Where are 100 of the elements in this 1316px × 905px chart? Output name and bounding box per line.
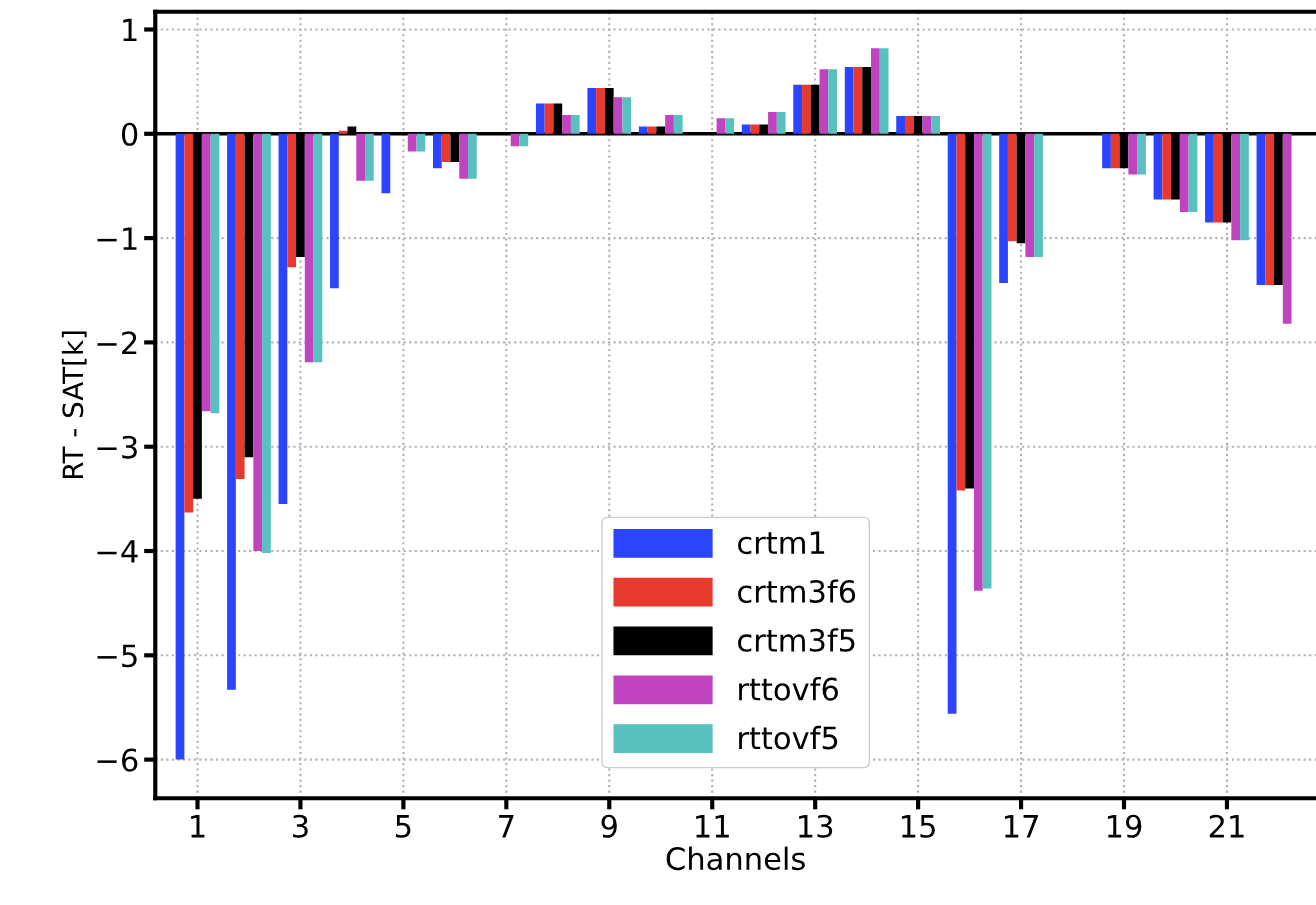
x-tick-label: 21 <box>1209 814 1244 838</box>
bar <box>1025 133 1035 257</box>
legend-label: crtm1 <box>738 531 825 555</box>
bar <box>570 115 580 134</box>
bar <box>1265 133 1275 286</box>
y-tick-label: −4 <box>97 540 138 563</box>
legend-label: crtm3f5 <box>738 628 855 652</box>
y-tick-label: −6 <box>97 748 138 772</box>
bar <box>562 115 571 134</box>
bar <box>956 133 966 491</box>
bar <box>407 133 417 152</box>
bar <box>802 84 811 134</box>
bar <box>922 116 932 134</box>
bar <box>381 133 391 194</box>
bar <box>313 133 323 363</box>
bar <box>1007 133 1017 242</box>
bar <box>365 133 374 181</box>
bar <box>459 133 468 179</box>
bar <box>1213 133 1223 223</box>
x-tick-label: 7 <box>499 815 514 838</box>
bar <box>947 133 957 714</box>
bar <box>1179 133 1189 213</box>
bar <box>1162 133 1172 200</box>
bar <box>896 116 905 134</box>
bar <box>1153 133 1163 200</box>
legend-label: crtm3f6 <box>738 579 856 604</box>
bar <box>1034 133 1043 257</box>
bar <box>793 84 803 134</box>
bar <box>441 133 451 162</box>
bar <box>1282 133 1292 324</box>
bar <box>725 118 735 134</box>
bar <box>750 124 760 134</box>
bar <box>210 133 220 414</box>
bar <box>175 133 185 760</box>
bar <box>201 133 211 412</box>
bar <box>304 133 314 363</box>
bar <box>1240 133 1249 241</box>
bar <box>828 69 838 134</box>
x-tick-label: 19 <box>1107 814 1142 838</box>
bar <box>879 48 889 134</box>
y-tick-label: 0 <box>121 122 138 146</box>
x-tick-label: 9 <box>601 814 617 838</box>
bar <box>716 118 726 134</box>
legend-label: rttovf5 <box>739 725 838 750</box>
bar <box>184 133 194 513</box>
bar <box>338 130 348 134</box>
bar <box>647 126 657 134</box>
bar <box>253 133 263 552</box>
x-tick-label: 3 <box>293 814 308 838</box>
bar <box>416 133 426 152</box>
bar <box>904 116 914 134</box>
x-axis-title: Channels <box>666 846 805 871</box>
bar <box>596 87 605 134</box>
bar <box>613 97 623 134</box>
bar <box>235 133 245 480</box>
y-tick-label: −2 <box>97 331 137 355</box>
bar <box>768 111 777 134</box>
bar <box>432 133 442 169</box>
bar <box>776 111 786 134</box>
bar <box>853 67 863 134</box>
bar <box>871 48 880 134</box>
bar <box>638 126 648 134</box>
bar <box>844 67 854 134</box>
bar <box>262 133 271 554</box>
y-tick-label: −1 <box>97 227 137 250</box>
y-tick-label: −5 <box>97 644 137 668</box>
bar <box>356 133 366 181</box>
bar <box>1102 133 1111 169</box>
x-tick-label: 15 <box>902 815 935 838</box>
bar <box>467 133 477 179</box>
bar <box>1256 133 1266 286</box>
x-tick-label: 11 <box>696 815 729 838</box>
bar <box>673 115 683 134</box>
bar <box>287 133 297 268</box>
bar <box>1231 133 1241 241</box>
y-axis-title: RT - SAT[k] <box>61 331 87 479</box>
bar <box>819 69 829 134</box>
x-tick-label: 1 <box>191 815 205 838</box>
bar <box>665 115 674 134</box>
y-tick-label: 1 <box>123 18 137 42</box>
x-tick-label: 13 <box>799 814 833 838</box>
y-tick-label: −3 <box>97 435 137 459</box>
bar <box>982 133 992 589</box>
bar <box>1188 133 1198 213</box>
x-tick-label: 17 <box>1004 815 1038 838</box>
bar <box>622 97 632 134</box>
bar <box>999 133 1008 283</box>
bar <box>544 103 554 134</box>
bar <box>535 103 545 134</box>
bar <box>1137 133 1146 175</box>
legend-label: rttovf6 <box>739 677 838 701</box>
x-tick-label: 5 <box>396 815 411 838</box>
bar <box>1205 133 1214 223</box>
bar <box>227 133 236 690</box>
bar <box>741 124 751 134</box>
bar <box>973 133 983 591</box>
bar <box>1128 133 1138 175</box>
bar <box>931 116 940 134</box>
bar <box>330 133 339 289</box>
bar <box>519 133 529 147</box>
